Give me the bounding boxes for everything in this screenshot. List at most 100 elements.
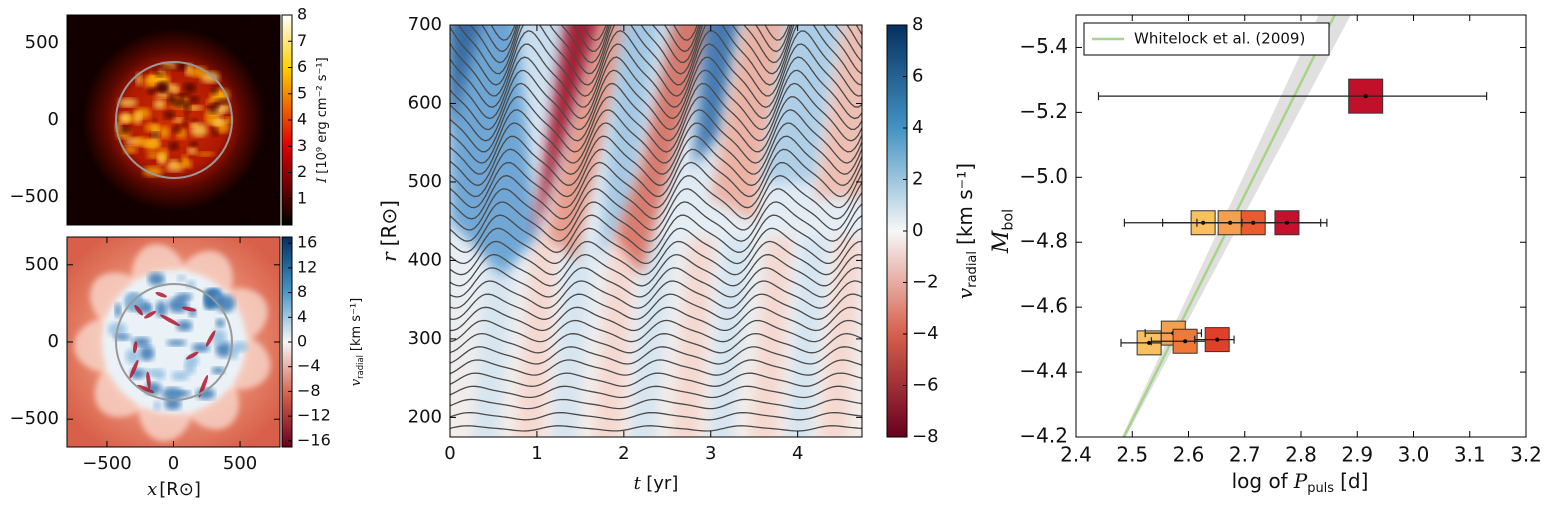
intensity-map xyxy=(67,15,280,225)
colorbar-tick-label: −2 xyxy=(912,272,939,293)
map-dark xyxy=(210,85,218,96)
colorbar-label-symbol: I xyxy=(315,177,330,184)
point-center xyxy=(1215,337,1220,342)
map-blob xyxy=(205,98,214,106)
radius-circle xyxy=(115,61,233,179)
map-blob xyxy=(172,162,185,168)
map-dark xyxy=(160,65,173,71)
y-axis-label: r [R⊙] xyxy=(377,200,401,262)
red-stripe xyxy=(594,236,637,437)
red-stripe xyxy=(750,236,794,437)
x-tick-label: 0 xyxy=(444,443,455,464)
map-blob xyxy=(143,75,160,89)
x-axis-label-unit: [yr] xyxy=(646,473,678,494)
colorbar-tick-label: 16 xyxy=(297,233,317,252)
map-dark xyxy=(175,62,187,71)
map-blob xyxy=(176,320,193,332)
colorbar-tick-label: −8 xyxy=(912,426,939,447)
y-axis-label-symbol: r xyxy=(377,251,401,262)
point-center xyxy=(1284,220,1289,225)
map-blob xyxy=(175,293,193,301)
map-blob xyxy=(146,152,162,159)
map-blob xyxy=(134,136,148,147)
map-blob xyxy=(204,110,218,125)
red-stripe xyxy=(516,236,559,437)
map-red xyxy=(144,310,156,319)
map-blob xyxy=(164,397,182,410)
y-tick-label: −500 xyxy=(10,408,59,429)
colorbar-tick-label: −6 xyxy=(912,375,939,396)
x-axis-label: log of Ppuls [d] xyxy=(1232,469,1369,496)
x-tick-label: 3 xyxy=(705,443,716,464)
x-tick-label: 4 xyxy=(792,443,803,464)
colorbar-tick-label: 8 xyxy=(912,14,923,35)
shell-curve xyxy=(450,398,862,410)
colorbar-tick-label: 6 xyxy=(297,57,307,76)
map-red xyxy=(198,375,209,398)
shell-curve xyxy=(450,122,862,175)
map-blob xyxy=(145,303,153,313)
map-dark xyxy=(152,118,158,123)
map-blob xyxy=(212,329,227,346)
y-axis-label-unit: [R⊙] xyxy=(377,200,401,246)
map-blob xyxy=(215,318,225,328)
map-blob xyxy=(153,400,162,411)
map-dark xyxy=(188,95,200,104)
x-tick-label: 1 xyxy=(531,443,542,464)
y-tick-label: −5.0 xyxy=(1019,164,1068,188)
map-dark xyxy=(152,68,159,75)
map-red xyxy=(155,291,167,298)
map-blob xyxy=(162,387,184,401)
colorbar-tick-label: 12 xyxy=(297,257,317,276)
red-stripe xyxy=(672,236,716,437)
velocity-map xyxy=(67,237,280,447)
colorbar-tick-label: 8 xyxy=(297,282,307,301)
map-red xyxy=(133,341,138,354)
shell-curve xyxy=(450,201,862,242)
map-blob xyxy=(176,274,186,282)
map-blob xyxy=(177,390,191,397)
map-blob xyxy=(188,66,208,78)
y-tick-label: 500 xyxy=(25,32,59,53)
map-blob xyxy=(215,341,232,358)
map-blob xyxy=(114,303,122,318)
y-tick-label: −4.8 xyxy=(1019,229,1068,253)
colorbar-tick-label: 5 xyxy=(297,83,307,102)
colorbar-tick-label: 8 xyxy=(297,5,307,24)
map-blob xyxy=(139,345,155,361)
map-red xyxy=(134,304,143,316)
y-tick-label: 500 xyxy=(25,254,59,275)
map-dark xyxy=(183,82,197,94)
red-band xyxy=(710,25,787,222)
shell-curve xyxy=(450,425,862,432)
colorbar-tick-label: −4 xyxy=(912,323,939,344)
y-tick-label: 0 xyxy=(48,109,59,130)
x-tick-label: 500 xyxy=(223,453,257,474)
map-dark xyxy=(189,141,199,148)
blue-stripe xyxy=(785,236,829,437)
colorbar-label: vradial [km s⁻¹] xyxy=(349,298,365,386)
map-blob xyxy=(118,98,138,108)
colorbar-tick-label: 2 xyxy=(912,169,923,190)
colorbar-tick-label: −8 xyxy=(297,381,321,400)
colorbar-tick-label: −4 xyxy=(297,356,321,375)
map-blob xyxy=(182,159,193,169)
y-axis-label: Mbol xyxy=(989,209,1017,254)
colorbar-label-unit: [km s⁻¹] xyxy=(953,163,977,245)
y-tick-label: −4.2 xyxy=(1019,424,1068,448)
map-dark xyxy=(163,110,176,120)
map-blob xyxy=(147,272,165,286)
y-tick-label: −5.4 xyxy=(1019,34,1068,58)
shell-curve xyxy=(450,148,862,198)
map-dark xyxy=(184,113,189,120)
shell-curve xyxy=(450,227,862,265)
colorbar-tick-label: 6 xyxy=(912,66,923,87)
map-dark xyxy=(172,124,182,134)
map-blob xyxy=(123,145,138,154)
map-red xyxy=(146,371,151,389)
colorbar-label: vradial [km s⁻¹] xyxy=(953,163,980,299)
shell-curve xyxy=(450,43,862,108)
map-blob xyxy=(144,122,161,133)
colorbar-label-symbol: v xyxy=(349,378,364,386)
shell-curve xyxy=(457,25,862,75)
